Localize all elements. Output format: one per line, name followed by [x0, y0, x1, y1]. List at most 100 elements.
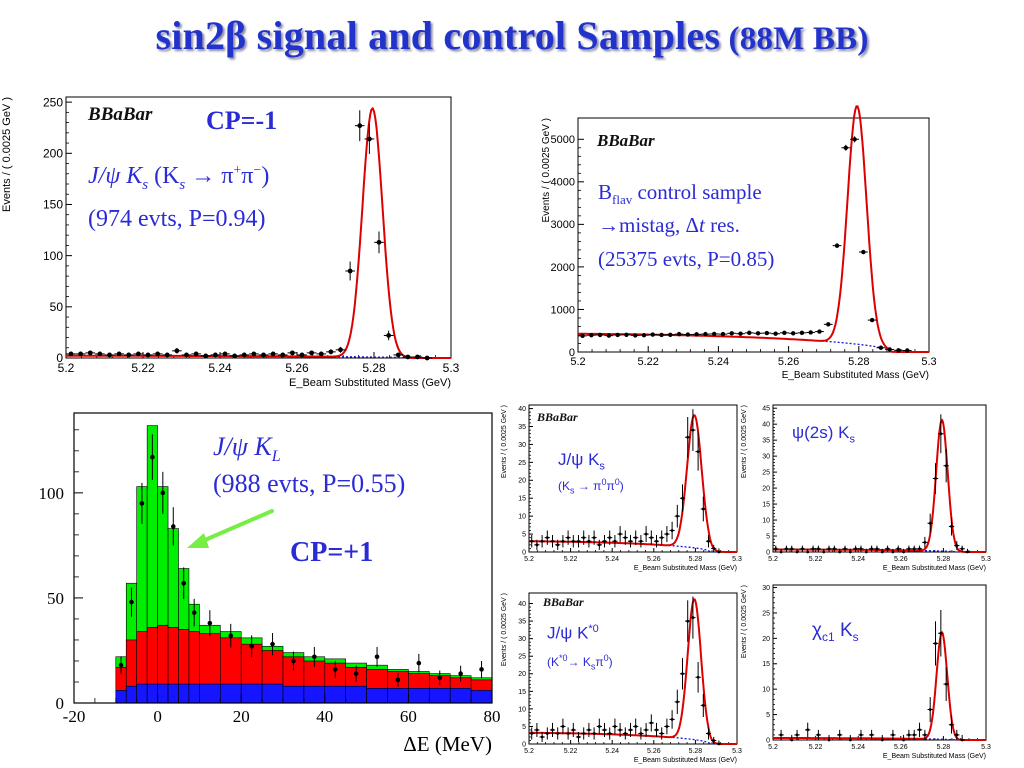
- y-tick-label: 40: [762, 422, 770, 429]
- y-tick-label: 50: [50, 300, 64, 314]
- data-point: [545, 732, 549, 735]
- data-point: [755, 331, 761, 336]
- data-point: [592, 732, 596, 735]
- data-point: [129, 599, 134, 605]
- data-point: [934, 477, 937, 480]
- x-tick-label: 5.24: [208, 361, 232, 375]
- x-axis-label: E_Beam Substituted Mass (GeV): [289, 377, 451, 389]
- data-point: [701, 507, 705, 511]
- data-point: [660, 536, 664, 540]
- data-point: [773, 331, 778, 336]
- data-point: [535, 728, 539, 732]
- data-point: [332, 667, 338, 672]
- x-tick-label: 5.28: [689, 556, 703, 563]
- y-tick-label: 25: [518, 654, 526, 661]
- chart-jpsiks: 5.2 5.22 5.24 5.26 5.28 5.3 0 50 100 150 200 250 E_B…: [0, 85, 460, 390]
- x-tick-label: 5.28: [937, 744, 951, 751]
- y-tick-label: 15: [762, 661, 770, 668]
- data-point: [907, 547, 911, 551]
- chart-bflav: 5.2 5.22 5.24 5.26 5.28 5.3 0 1000 2000 3000 4000 5…: [540, 105, 940, 390]
- data-point: [597, 332, 603, 338]
- data-point: [87, 350, 93, 356]
- background-fit-curve: [773, 548, 986, 553]
- babar-logo: BBaBar: [537, 410, 578, 424]
- data-point: [822, 550, 826, 554]
- data-point: [782, 330, 787, 336]
- data-point: [686, 619, 690, 623]
- data-point: [270, 641, 275, 647]
- data-point: [366, 136, 372, 142]
- x-tick-label: 5.2: [58, 361, 75, 375]
- event-count-label: (974 evts, P=0.94): [88, 206, 266, 232]
- data-point: [634, 536, 638, 540]
- data-point: [618, 532, 622, 536]
- y-tick-label: 40: [518, 406, 526, 413]
- data-point: [880, 550, 884, 554]
- data-point: [912, 547, 916, 551]
- data-point: [309, 350, 315, 356]
- data-point: [222, 351, 228, 357]
- arrow-shaft: [196, 509, 274, 545]
- x-axis-label: ΔE (MeV): [403, 732, 492, 756]
- data-point: [843, 547, 847, 551]
- data-point: [799, 330, 805, 336]
- y-tick-label: 0: [56, 351, 63, 365]
- x-tick-label: 5.22: [564, 556, 578, 563]
- jpsikl-count-label: (988 evts, P=0.55): [213, 469, 406, 498]
- data-point: [203, 353, 209, 359]
- data-point: [675, 700, 679, 704]
- data-point: [668, 332, 673, 337]
- data-point: [834, 243, 840, 248]
- data-point: [145, 352, 151, 358]
- slide-title-paren: (88M BB): [720, 21, 869, 57]
- data-point: [816, 733, 820, 737]
- y-tick-label: 40: [518, 601, 526, 608]
- data-point: [270, 351, 276, 357]
- y-tick-label: 25: [518, 460, 526, 467]
- blue-component-bin: [449, 687, 472, 704]
- chart-jpsikstar: 5.2 5.22 5.24 5.26 5.28 5.3 0 5 10 15 20 25 30 35 40 E_…: [500, 585, 745, 765]
- data-point: [107, 352, 112, 358]
- data-point: [955, 733, 959, 737]
- x-tick-label: 5.2: [768, 556, 778, 563]
- data-point: [603, 728, 606, 732]
- y-tick-label: 45: [762, 406, 770, 413]
- babar-logo: BBaBar: [88, 104, 153, 125]
- data-point: [608, 536, 612, 540]
- data-point: [580, 333, 585, 339]
- data-point: [838, 550, 842, 554]
- data-point: [530, 732, 534, 735]
- y-tick-label: 100: [39, 484, 65, 503]
- data-point: [193, 351, 199, 357]
- data-point: [571, 728, 575, 732]
- data-point: [338, 347, 343, 353]
- data-point: [291, 658, 296, 664]
- x-tick-label: 5.2: [570, 356, 585, 368]
- chart-chic1-svg: 5.2 5.22 5.24 5.26 5.28 5.3 0 5 10 15 20 25 30 E_Beam…: [741, 584, 991, 760]
- x-tick-label: 5.3: [981, 556, 991, 563]
- data-point: [707, 732, 710, 735]
- data-point: [644, 532, 648, 536]
- data-point: [808, 330, 813, 335]
- data-point: [551, 728, 554, 732]
- data-point: [228, 633, 234, 639]
- data-point: [864, 550, 868, 554]
- y-tick-label: 4000: [551, 177, 575, 189]
- chart-psi2s: 5.2 5.22 5.24 5.26 5.28 5.3 0 5 10 15 20 25 30 35 40 45…: [740, 398, 995, 573]
- x-tick-label: 5.26: [778, 356, 799, 368]
- x-tick-label: 5.26: [647, 748, 661, 755]
- y-tick-label: 30: [518, 636, 526, 643]
- data-point: [729, 331, 734, 336]
- y-tick-label: 0: [522, 549, 526, 556]
- x-tick-label: 5.3: [732, 556, 742, 563]
- jpsiks00-sub-label: (Ks → π0π0): [558, 477, 624, 496]
- data-point: [624, 332, 629, 337]
- data-point: [613, 539, 617, 543]
- y-tick-label: 20: [518, 671, 526, 678]
- x-tick-label: 5.22: [809, 556, 823, 563]
- data-point: [561, 539, 565, 543]
- data-point: [540, 735, 544, 739]
- data-point: [696, 675, 700, 679]
- data-point: [395, 677, 401, 683]
- x-tick-label: 5.3: [732, 748, 742, 755]
